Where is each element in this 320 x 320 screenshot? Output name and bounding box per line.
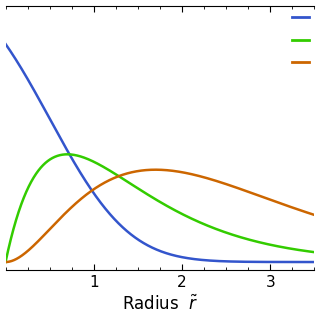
Legend: , , : , , bbox=[287, 5, 315, 75]
X-axis label: Radius  $\tilde{r}$: Radius $\tilde{r}$ bbox=[122, 295, 198, 315]
